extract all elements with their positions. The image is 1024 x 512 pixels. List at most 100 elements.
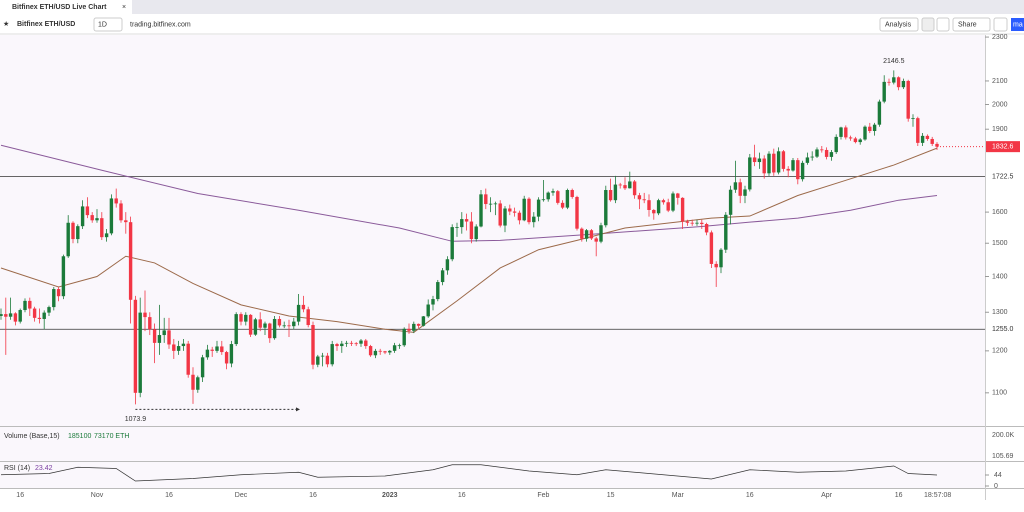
candle-body [85,206,90,216]
toolbar [0,14,1024,34]
tool-button[interactable] [921,17,935,32]
tab-strip [0,0,1024,14]
candle-body [916,118,920,143]
candle-body [714,263,718,268]
candle-body [604,190,608,226]
candle-body [810,156,814,158]
candle-body [560,202,565,208]
rsi-readout: 23.42 [35,465,53,472]
candle-body [109,198,114,234]
y-tick-label: 1300 [992,309,1008,316]
candle-body [690,222,694,224]
candle-body [100,218,104,238]
candle-body [762,158,766,174]
candle-body [148,317,152,330]
candle-body [397,345,402,347]
candle-body [820,149,824,151]
candle-body [839,127,843,137]
candle-body [551,191,555,193]
candle-body [61,256,66,297]
candle-body [685,221,690,223]
rsi-title: RSI (14) [4,465,30,472]
volume-title: Volume (Base,15) [4,433,60,440]
y-tick-label: 2000 [992,101,1008,108]
candle-body [522,198,526,221]
url[interactable]: trading.bitfinex.com [130,21,191,28]
candle-body [114,198,118,204]
analysis-label: Analysis [885,21,912,28]
fullscreen-button[interactable] [993,17,1008,32]
candle-body [167,330,171,345]
candle-body [901,80,906,88]
interval-box[interactable] [93,17,123,32]
tab-close[interactable]: × [122,4,126,11]
candle-body [508,208,512,212]
candle-body [589,230,594,239]
browser-tab[interactable] [0,0,132,14]
candle-body [637,195,642,200]
candle-body [330,344,334,365]
candle-body [412,323,416,331]
candle-body [23,300,27,311]
lower-panes [0,427,985,488]
candle-body [176,346,181,351]
candle-body [292,321,296,327]
candle-body [642,199,646,201]
share-button[interactable] [952,17,991,32]
candle-body [373,350,378,356]
candle-body [824,149,829,157]
candle-body [680,197,685,222]
candle-body [930,138,934,144]
x-tick-label: 16 [458,492,466,499]
candle-body [584,230,589,239]
candle-body [272,318,277,339]
candle-body [666,202,670,211]
candle-body [220,346,224,353]
candle-body [536,199,541,217]
candle-body [253,319,258,335]
x-tick-label: Nov [91,492,104,499]
menu-button[interactable] [1011,18,1024,31]
candle-body [311,325,315,365]
candle-body [138,312,142,393]
moving-average [0,147,938,333]
star-icon[interactable]: ★ [3,20,9,28]
candle-body [143,312,147,318]
candle-body [0,314,3,316]
candle-body [709,232,714,264]
candle-body [18,310,22,322]
candle-body [556,191,560,203]
candle-body [244,314,248,322]
candle-body [340,343,344,347]
candle-body [306,309,310,326]
candle-body [416,323,421,326]
candle-body [853,138,858,143]
candle-body [488,203,493,205]
candle-body [695,222,699,224]
candle-body [162,330,166,336]
candle-body [364,340,368,347]
candle-body [378,350,382,352]
candle-body [647,200,651,211]
candle-body [287,325,291,327]
candle-body [47,307,51,313]
y-tick-label: 1400 [992,273,1008,280]
tool-button[interactable] [936,17,950,32]
menu-label: ma [1013,21,1023,28]
candle-body [474,226,478,240]
candle-body [920,135,925,143]
candle-body [594,238,598,242]
volume-readout: 185100 [68,433,91,440]
last-price-label: 1832.6 [992,143,1014,150]
x-tick-label: Feb [537,492,549,499]
x-tick-label: 16 [895,492,903,499]
rsi-tick-label: 0 [994,483,998,490]
candle-body [512,211,517,213]
candle-body [80,206,85,227]
candle-body [95,218,99,221]
analysis-button[interactable] [879,17,919,32]
candle-body [608,190,613,201]
candle-body [599,225,603,242]
symbol[interactable]: Bitfinex ETH/USD [17,21,75,28]
y-tick-label: 1600 [992,209,1008,216]
